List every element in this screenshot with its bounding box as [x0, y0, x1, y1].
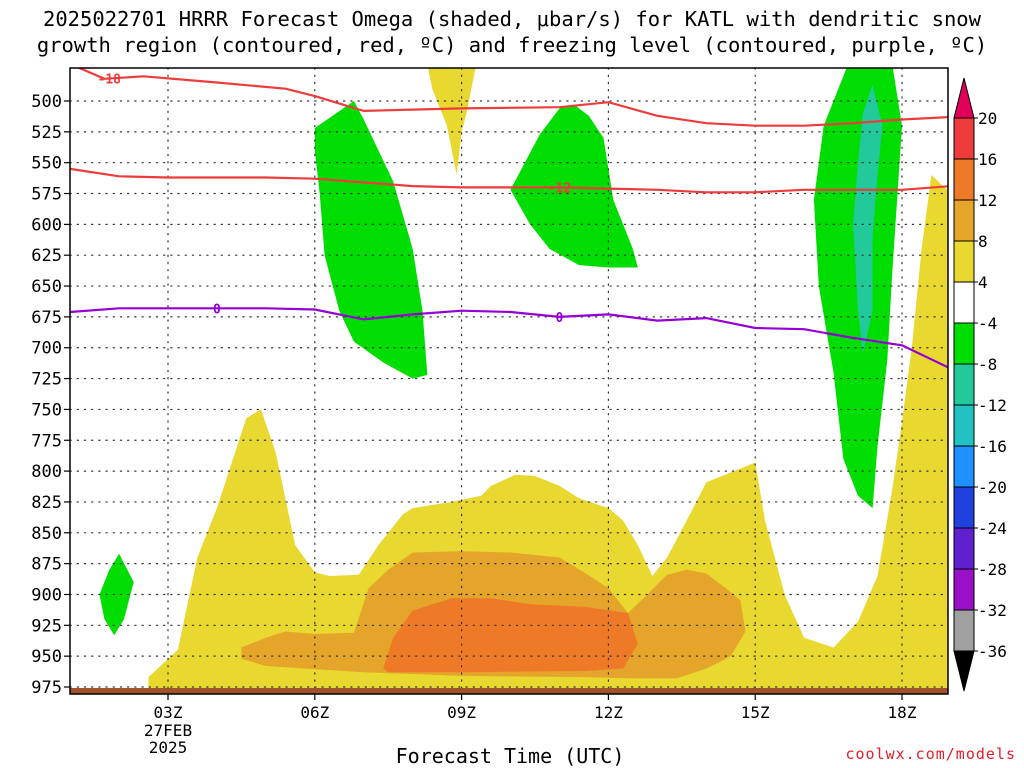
colorbar-swatch — [953, 117, 975, 160]
y-tick-label: 775 — [31, 431, 62, 451]
x-tick-label: 03Z — [154, 703, 183, 722]
contour-line-2 — [70, 307, 948, 369]
omega-region-8 — [428, 68, 476, 175]
omega-region-0 — [148, 175, 948, 694]
contour-label-1: -12 — [548, 181, 571, 196]
colorbar-label: 12 — [978, 191, 997, 210]
plot-area: -18 -12 0 0 — [70, 68, 948, 694]
contour-line-1 — [70, 167, 948, 194]
y-tick-label: 975 — [31, 678, 62, 698]
colorbar-swatch — [953, 363, 975, 406]
x-tick-label: 18Z — [888, 703, 917, 722]
colorbar-label: 20 — [978, 109, 997, 128]
x-tick-label: 12Z — [594, 703, 623, 722]
colorbar-label: -8 — [978, 355, 997, 374]
y-tick-label: 575 — [31, 185, 62, 205]
y-tick-label: 850 — [31, 524, 62, 544]
y-tick-label: 950 — [31, 647, 62, 667]
colorbar-swatch — [953, 486, 975, 529]
title-line-1: 2025022701 HRRR Forecast Omega (shaded, … — [43, 7, 981, 31]
colorbar-swatch — [953, 445, 975, 488]
contour-label-3: 0 — [556, 311, 564, 326]
contour-line-0 — [76, 68, 948, 127]
omega-region-3 — [314, 101, 428, 379]
y-tick-label: 600 — [31, 215, 62, 235]
chart-title: 2025022701 HRRR Forecast Omega (shaded, … — [0, 6, 1024, 58]
colorbar-label: -28 — [978, 560, 1007, 579]
y-tick-label: 625 — [31, 246, 62, 266]
credit-text: coolwx.com/models — [845, 745, 1016, 763]
y-tick-label: 800 — [31, 462, 62, 482]
colorbar-label: 4 — [978, 273, 988, 292]
y-tick-label: 875 — [31, 555, 62, 575]
y-tick-label: 500 — [31, 92, 62, 112]
plot-frame — [69, 67, 949, 695]
y-tick-label: 750 — [31, 400, 62, 420]
contour-label-0: -18 — [98, 72, 122, 87]
colorbar-swatch — [953, 404, 975, 447]
colorbar-label: 8 — [978, 232, 988, 251]
colorbar-swatch — [953, 609, 975, 652]
x-tick-label: 06Z — [300, 703, 329, 722]
colorbar-swatch — [953, 527, 975, 570]
y-tick-label: 900 — [31, 585, 62, 605]
y-axis: 500 525 550 575 600 625 650 675 700 725 750 775 800 8… — [31, 92, 70, 698]
y-tick-label: 925 — [31, 616, 62, 636]
omega-region-4 — [510, 104, 638, 268]
colorbar: 20 16 12 8 4 -4 -8 -12 -16 -20 -24 -28 -32 -36 — [953, 77, 1007, 692]
x-tick-label: 09Z — [447, 703, 476, 722]
colorbar-swatch — [953, 199, 975, 242]
colorbar-label: -24 — [978, 519, 1007, 538]
x-tick-sublabel: 27FEB — [144, 721, 192, 740]
y-tick-label: 700 — [31, 339, 62, 359]
colorbar-top-arrow — [953, 77, 975, 119]
contour-label-2: 0 — [213, 302, 221, 317]
y-tick-label: 675 — [31, 308, 62, 328]
y-tick-label: 725 — [31, 370, 62, 390]
colorbar-swatch — [953, 158, 975, 201]
colorbar-bottom-arrow — [953, 650, 975, 692]
omega-region-6 — [853, 85, 883, 354]
colorbar-swatch — [953, 281, 975, 324]
colorbar-swatch — [953, 322, 975, 365]
y-tick-label: 650 — [31, 277, 62, 297]
x-tick-label: 15Z — [741, 703, 770, 722]
ground-strip — [70, 688, 948, 694]
colorbar-label: -36 — [978, 642, 1007, 661]
colorbar-swatch — [953, 568, 975, 611]
colorbar-label: 16 — [978, 150, 997, 169]
omega-region-7 — [99, 553, 134, 636]
y-tick-label: 550 — [31, 154, 62, 174]
colorbar-label: -4 — [978, 314, 997, 333]
omega-region-2 — [383, 598, 638, 673]
title-line-2: growth region (contoured, red, ºC) and f… — [36, 33, 988, 57]
colorbar-label: -12 — [978, 396, 1007, 415]
colorbar-label: -20 — [978, 478, 1007, 497]
colorbar-label: -32 — [978, 601, 1007, 620]
colorbar-swatch — [953, 240, 975, 283]
y-tick-label: 525 — [31, 123, 62, 143]
x-axis-label: Forecast Time (UTC) — [395, 744, 625, 768]
x-tick-sublabel: 2025 — [149, 738, 188, 757]
y-tick-label: 825 — [31, 493, 62, 513]
colorbar-label: -16 — [978, 437, 1007, 456]
